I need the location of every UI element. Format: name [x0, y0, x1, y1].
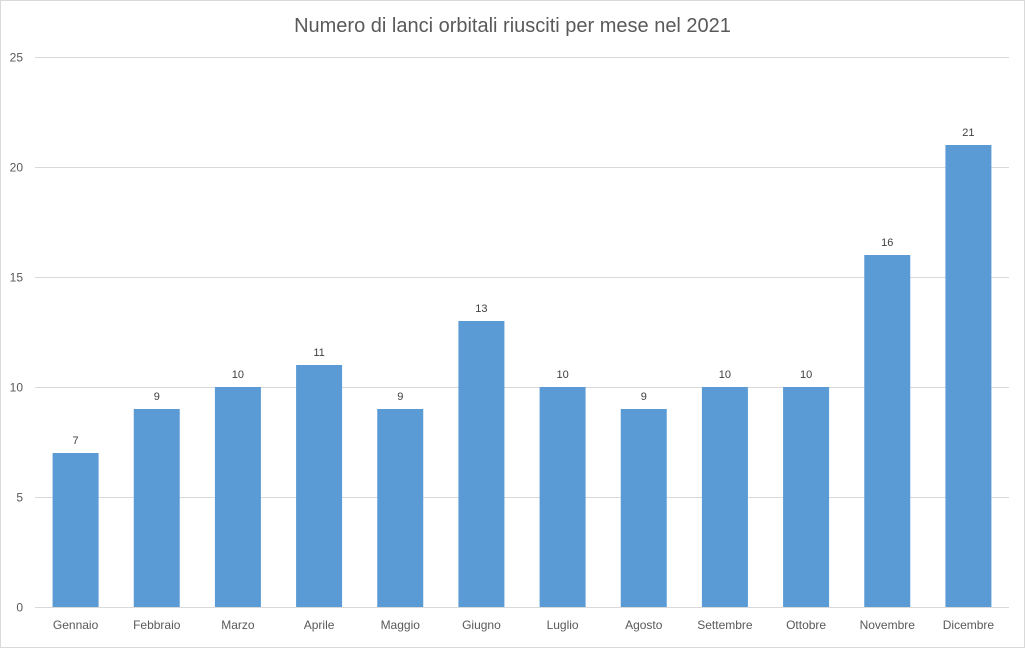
bar-ottobre: [783, 387, 830, 607]
data-label-ottobre: 10: [800, 369, 812, 381]
bar-febbraio: [133, 409, 180, 607]
y-tick-label: 0: [16, 601, 23, 615]
x-tick-label-marzo: Marzo: [221, 618, 255, 632]
x-tick-label-giugno: Giugno: [462, 618, 501, 632]
chart-title: Numero di lanci orbitali riusciti per me…: [294, 15, 731, 37]
data-label-dicembre: 21: [962, 127, 974, 139]
x-tick-label-maggio: Maggio: [381, 618, 421, 632]
data-label-maggio: 9: [397, 391, 403, 403]
x-tick-label-gennaio: Gennaio: [53, 618, 99, 632]
bar-gennaio: [52, 453, 99, 607]
x-tick-label-novembre: Novembre: [860, 618, 916, 632]
y-tick-label: 15: [10, 271, 24, 285]
bar-aprile: [296, 365, 343, 607]
x-tick-label-dicembre: Dicembre: [943, 618, 995, 632]
y-tick-label: 20: [10, 161, 24, 175]
x-tick-label-aprile: Aprile: [304, 618, 335, 632]
x-tick-label-agosto: Agosto: [625, 618, 663, 632]
bar-settembre: [701, 387, 748, 607]
bar-novembre: [864, 255, 911, 607]
data-labels: 7 9 10 11 9 13 10 9 10 10 16 21: [73, 127, 975, 447]
bar-luglio: [539, 387, 586, 607]
data-label-settembre: 10: [719, 369, 731, 381]
data-label-febbraio: 9: [154, 391, 160, 403]
y-tick-label: 10: [10, 381, 24, 395]
y-tick-label: 5: [16, 491, 23, 505]
y-axis-ticks: 0 5 10 15 20 25: [10, 51, 24, 615]
bar-maggio: [377, 409, 424, 607]
bar-dicembre: [945, 145, 992, 607]
data-label-novembre: 16: [881, 237, 893, 249]
bar-marzo: [214, 387, 261, 607]
x-tick-label-ottobre: Ottobre: [786, 618, 826, 632]
data-label-aprile: 11: [313, 347, 324, 359]
x-tick-label-settembre: Settembre: [697, 618, 753, 632]
x-tick-label-luglio: Luglio: [547, 618, 579, 632]
data-label-giugno: 13: [475, 303, 487, 315]
x-tick-label-febbraio: Febbraio: [133, 618, 181, 632]
data-label-agosto: 9: [641, 391, 647, 403]
bars: [52, 145, 992, 607]
data-label-luglio: 10: [556, 369, 568, 381]
data-label-marzo: 10: [232, 369, 244, 381]
y-tick-label: 25: [10, 51, 24, 65]
bar-agosto: [620, 409, 667, 607]
bar-giugno: [458, 321, 505, 607]
gridlines: [35, 57, 1009, 608]
x-axis-ticks: Gennaio Febbraio Marzo Aprile Maggio Giugno Lu…: [53, 618, 995, 632]
data-label-gennaio: 7: [73, 435, 79, 447]
